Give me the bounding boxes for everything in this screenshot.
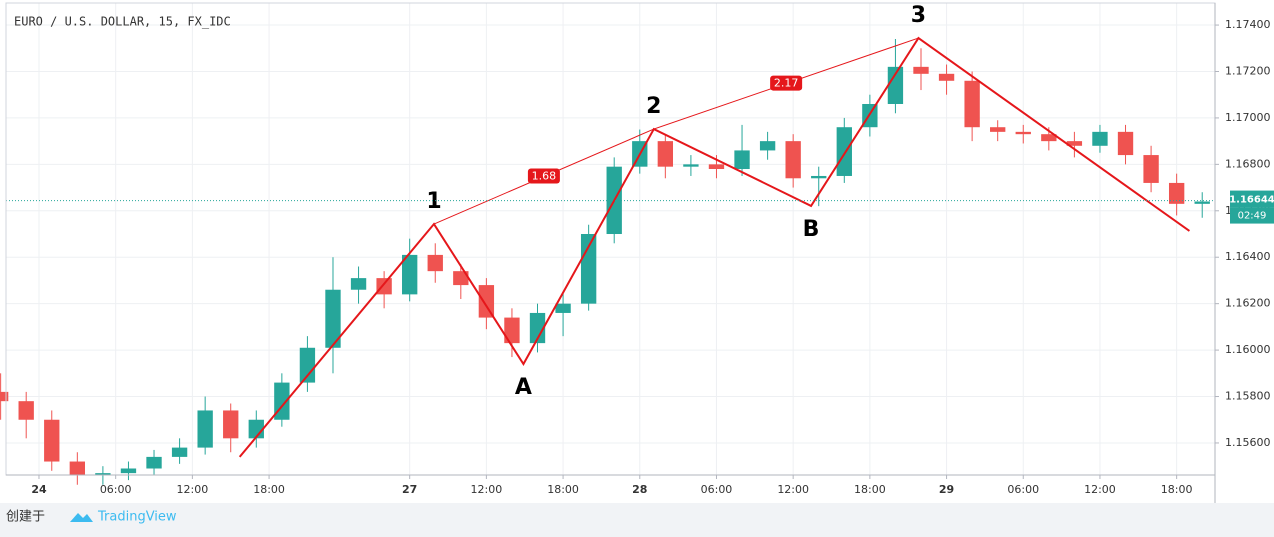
y-tick-label: 1.17200 bbox=[1225, 64, 1271, 77]
x-tick-label: 18:00 bbox=[547, 483, 579, 496]
candle-body bbox=[1117, 131, 1134, 156]
countdown: 02:49 bbox=[1238, 211, 1267, 222]
candle-body bbox=[913, 66, 929, 74]
candle-body bbox=[1168, 182, 1185, 204]
candle-body bbox=[529, 312, 546, 344]
x-tick-label: 12:00 bbox=[177, 483, 209, 496]
candle-body bbox=[171, 447, 188, 457]
pattern-label: 1 bbox=[426, 189, 441, 214]
candle-body bbox=[887, 66, 904, 104]
candle-body bbox=[734, 150, 750, 170]
x-tick-label: 12:00 bbox=[1084, 483, 1116, 496]
candle-body bbox=[120, 468, 137, 474]
ratio-badge bbox=[527, 168, 560, 184]
pattern: 1.68 2.17 1 A 2 B 3 bbox=[6, 3, 1215, 458]
x-tick-label: 28 bbox=[632, 483, 647, 496]
y-tick-label: 1.16800 bbox=[1225, 157, 1271, 170]
y-tick-label: 1.15600 bbox=[1225, 436, 1271, 449]
candle-body bbox=[1041, 134, 1057, 142]
x-tick-label: 06:00 bbox=[100, 483, 132, 496]
x-tick-label: 06:00 bbox=[1007, 483, 1039, 496]
x-tick-label: 27 bbox=[402, 483, 417, 496]
y-tick-label: 1.16400 bbox=[1225, 250, 1271, 263]
pattern-label: B bbox=[803, 217, 820, 242]
candle-body bbox=[990, 127, 1006, 132]
candle-body bbox=[657, 141, 674, 167]
x-tick-label: 18:00 bbox=[854, 483, 886, 496]
y-tick-label: 1.15800 bbox=[1225, 390, 1271, 403]
y-tick-label: 1.17400 bbox=[1225, 18, 1271, 31]
candle-body bbox=[504, 317, 520, 344]
candle-body bbox=[95, 473, 111, 476]
background bbox=[0, 0, 1274, 503]
candle-body bbox=[708, 164, 725, 170]
candle-body bbox=[478, 285, 495, 318]
candle-body bbox=[759, 141, 776, 151]
last-price-label: 1.16644 bbox=[1229, 195, 1274, 206]
candle-body bbox=[1143, 155, 1159, 183]
candle-body bbox=[938, 73, 955, 81]
candle-body bbox=[580, 234, 597, 304]
candle-body bbox=[376, 278, 392, 295]
created-by: 创建于 bbox=[6, 510, 45, 525]
candle-body bbox=[964, 80, 980, 128]
pattern-label: A bbox=[515, 375, 532, 400]
pattern-line bbox=[238, 36, 1191, 458]
candle-body bbox=[69, 461, 85, 476]
footer bbox=[0, 503, 1274, 537]
y-tick-label: 1.16200 bbox=[1225, 297, 1271, 310]
candle-body bbox=[427, 254, 443, 272]
pattern-label: 2 bbox=[646, 94, 661, 119]
candle-body bbox=[453, 271, 469, 286]
x-tick-label: 24 bbox=[31, 483, 47, 496]
candle-body bbox=[785, 141, 801, 179]
chart-title: EURO / U.S. DOLLAR, 15, FX_IDC bbox=[14, 15, 231, 29]
x-tick-label: 12:00 bbox=[777, 483, 809, 496]
countdown-badge bbox=[1230, 207, 1274, 224]
candle-body bbox=[1015, 131, 1031, 135]
candle-body bbox=[402, 254, 418, 295]
candle-body bbox=[811, 175, 827, 179]
candle-body bbox=[146, 456, 162, 469]
candle-body bbox=[836, 127, 852, 176]
pattern-label: 3 bbox=[911, 3, 926, 28]
y-tick-label: 1.17000 bbox=[1225, 111, 1271, 124]
brand-logo[interactable] bbox=[70, 513, 93, 522]
candle-body bbox=[683, 164, 699, 167]
candle-body bbox=[325, 289, 341, 348]
ratio-label: 1.68 bbox=[532, 170, 557, 183]
brand[interactable]: TradingView bbox=[97, 510, 177, 525]
candle-body bbox=[0, 391, 9, 402]
x-tick-label: 12:00 bbox=[471, 483, 503, 496]
x-tick-label: 18:00 bbox=[1161, 483, 1193, 496]
candle-body bbox=[1194, 201, 1210, 204]
candle-body bbox=[350, 278, 367, 290]
x-tick-label: 18:00 bbox=[253, 483, 285, 496]
candle-body bbox=[1092, 131, 1108, 146]
x-tick-label: 06:00 bbox=[701, 483, 733, 496]
ratio-badge bbox=[770, 75, 803, 91]
candle-body bbox=[299, 347, 316, 383]
candle-body bbox=[1066, 141, 1083, 146]
candle-body bbox=[223, 410, 239, 439]
candle-body bbox=[44, 419, 60, 462]
candle-body bbox=[197, 410, 213, 448]
candle-body bbox=[555, 303, 571, 313]
last-price-badge bbox=[1230, 190, 1274, 208]
y-tick-label: 1.16000 bbox=[1225, 343, 1271, 356]
ratio-label: 2.17 bbox=[774, 77, 799, 90]
candle-body bbox=[18, 401, 34, 420]
x-tick-label: 29 bbox=[939, 483, 954, 496]
